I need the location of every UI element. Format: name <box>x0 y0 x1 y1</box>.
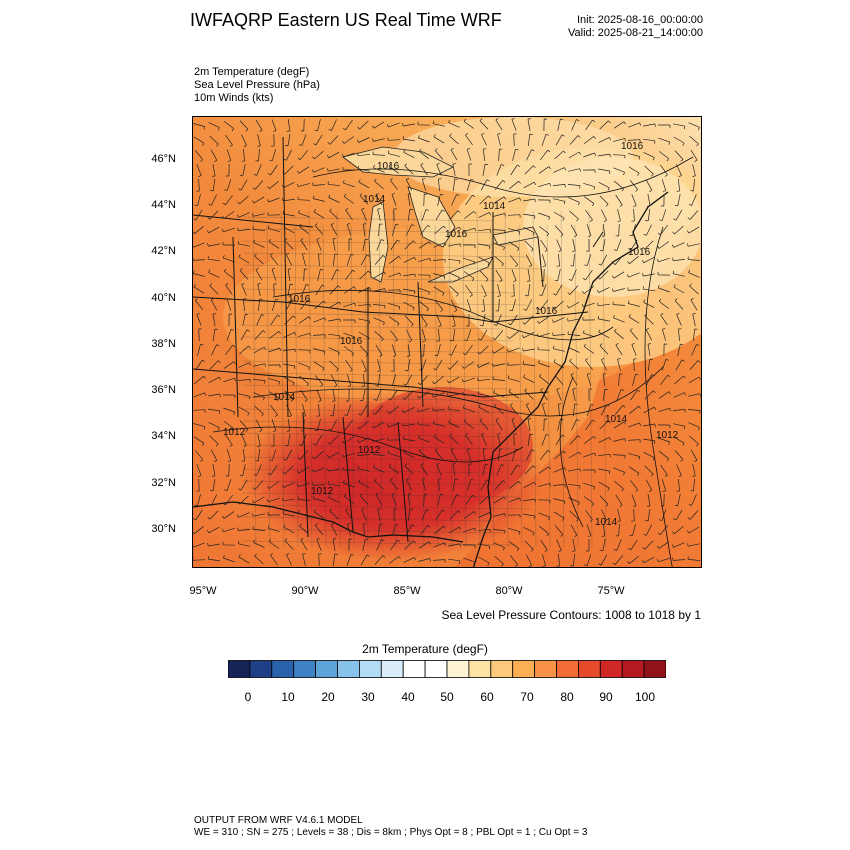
lake-michigan <box>368 201 389 283</box>
colorbar-box <box>621 660 645 678</box>
lon-label-95w: 95°W <box>189 585 217 597</box>
colorbar-label-0: 0 <box>244 690 252 704</box>
weather-map: 1016 1016 1014 1014 1016 1016 1016 1016 1016 1014… <box>192 116 702 568</box>
colorbar-label-100: 100 <box>634 690 656 704</box>
pressure-label: 1016 <box>377 161 400 172</box>
colorbar-label-30: 30 <box>361 690 375 704</box>
colorbar-box <box>380 660 404 678</box>
footer-config: WE = 310 ; SN = 275 ; Levels = 38 ; Dis … <box>194 827 588 838</box>
colorbar-box <box>446 660 470 678</box>
plot-title: IWFAQRP Eastern US Real Time WRF <box>190 10 502 30</box>
colorbar-box <box>599 660 623 678</box>
pressure-label: 1014 <box>605 414 628 425</box>
pressure-label: 1014 <box>483 201 506 212</box>
colorbar-box <box>358 660 382 678</box>
pressure-label: 1016 <box>628 247 651 258</box>
footer-model: OUTPUT FROM WRF V4.6.1 MODEL <box>194 815 363 826</box>
init-time: Init: 2025-08-16_00:00:00 <box>577 14 703 26</box>
variable-label-winds: 10m Winds (kts) <box>194 92 274 104</box>
colorbar-box <box>402 660 426 678</box>
pressure-label: 1012 <box>358 445 381 456</box>
colorbar-box <box>337 660 360 678</box>
lat-label-42: 42°N <box>151 245 176 257</box>
county-grid <box>242 210 607 548</box>
colorbar-label-70: 70 <box>520 690 534 704</box>
colorbar-box <box>228 660 251 678</box>
pressure-label: 1014 <box>273 392 296 403</box>
colorbar-box <box>315 660 338 678</box>
pressure-label: 1012 <box>311 486 334 497</box>
lat-label-44: 44°N <box>151 199 176 211</box>
colorbar-box <box>490 660 514 678</box>
colorbar-box <box>293 660 316 678</box>
colorbar-box <box>512 660 536 678</box>
colorbar-box <box>643 660 666 678</box>
colorbar-box <box>534 660 557 678</box>
colorbar-label-80: 80 <box>560 690 574 704</box>
valid-time: Valid: 2025-08-21_14:00:00 <box>568 27 703 39</box>
lat-label-36: 36°N <box>151 384 176 396</box>
colorbar-box <box>556 660 579 678</box>
lat-label-38: 38°N <box>151 338 176 350</box>
wind-barb-paths <box>193 117 701 567</box>
lat-label-40: 40°N <box>151 292 176 304</box>
colorbar-title: 2m Temperature (degF) <box>362 642 488 656</box>
pressure-label: 1016 <box>535 306 558 317</box>
colorbar-label-40: 40 <box>401 690 415 704</box>
pressure-labels: 1016 1016 1014 1014 1016 1016 1016 1016 1016 1014… <box>223 141 679 528</box>
colorbar-label-60: 60 <box>480 690 494 704</box>
colorbar-box <box>424 660 448 678</box>
colorbar-box <box>577 660 601 678</box>
lat-label-34: 34°N <box>151 430 176 442</box>
lon-label-90w: 90°W <box>291 585 319 597</box>
colorbar-label-90: 90 <box>599 690 613 704</box>
pressure-label: 1016 <box>288 294 311 305</box>
lat-label-46: 46°N <box>151 153 176 165</box>
lon-label-85w: 85°W <box>393 585 421 597</box>
pressure-label: 1016 <box>621 141 644 152</box>
colorbar-label-20: 20 <box>321 690 335 704</box>
colorbar-box <box>249 660 273 678</box>
pressure-contours <box>212 156 694 567</box>
hot-zone-georgia <box>353 387 533 507</box>
colorbar-box <box>271 660 295 678</box>
pressure-label: 1016 <box>445 229 468 240</box>
colorbar-label-10: 10 <box>281 690 295 704</box>
lat-label-32: 32°N <box>151 477 176 489</box>
lake-erie <box>427 256 494 283</box>
county-lines <box>242 210 607 548</box>
contour-note: Sea Level Pressure Contours: 1008 to 101… <box>441 608 702 622</box>
pressure-label: 1012 <box>223 427 246 438</box>
lat-label-30: 30°N <box>151 523 176 535</box>
wind-barbs <box>193 117 701 567</box>
pressure-label: 1012 <box>656 430 679 441</box>
colorbar <box>228 660 666 678</box>
colorbar-label-50: 50 <box>440 690 454 704</box>
pressure-label: 1014 <box>363 194 386 205</box>
state-borders <box>193 136 604 543</box>
pressure-label: 1016 <box>340 336 363 347</box>
pressure-label: 1014 <box>595 517 618 528</box>
variable-label-temperature: 2m Temperature (degF) <box>194 66 310 78</box>
variable-label-pressure: Sea Level Pressure (hPa) <box>194 79 320 91</box>
lon-label-75w: 75°W <box>597 585 625 597</box>
colorbar-box <box>468 660 492 678</box>
lon-label-80w: 80°W <box>495 585 523 597</box>
